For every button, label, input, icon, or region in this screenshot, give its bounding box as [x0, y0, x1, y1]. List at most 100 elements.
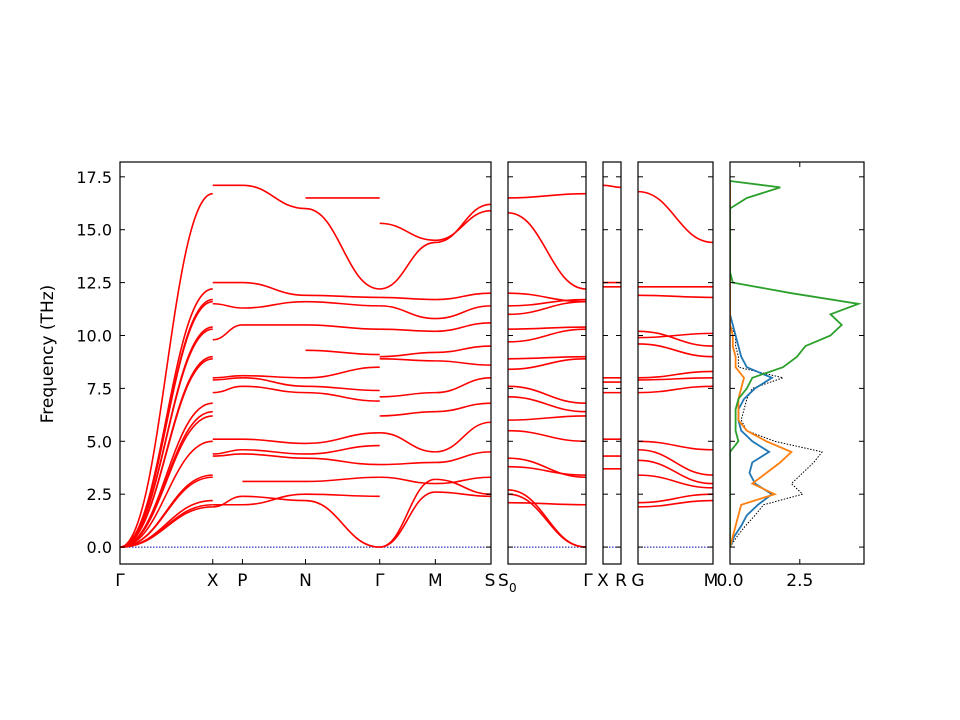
band-line	[508, 385, 586, 404]
dos-x-tick-label: 2.5	[786, 571, 813, 591]
band-line	[242, 184, 306, 210]
band-line	[242, 385, 306, 394]
band-panel-0: 0.0 2.5 5.0 7.5 10.0 12.5 15.0 17.5 Γ X P N Γ M S	[76, 161, 496, 591]
band-line	[638, 370, 713, 379]
x-tick-label: Γ	[115, 571, 125, 591]
band-line	[242, 377, 306, 388]
band-line	[212, 448, 243, 455]
y-tick-label: 15.0	[76, 221, 112, 240]
band-line	[508, 326, 586, 330]
bands	[603, 184, 621, 470]
y-tick-label: 17.5	[76, 168, 112, 187]
band-line	[508, 501, 586, 506]
band-line	[212, 374, 243, 379]
band-line	[305, 457, 380, 466]
band-line	[379, 476, 436, 485]
band-line	[379, 222, 436, 242]
band-line	[305, 391, 380, 402]
band-line	[638, 474, 713, 489]
band-line	[212, 377, 243, 381]
dos-partial-3-line	[730, 180, 862, 548]
band-line	[212, 453, 243, 457]
x-tick-label: N	[299, 571, 312, 591]
band-line	[305, 499, 380, 548]
band-line	[508, 489, 586, 548]
band-line	[379, 491, 436, 548]
band-line	[435, 305, 491, 320]
band-line	[242, 493, 306, 506]
band-line	[379, 241, 436, 290]
band-line	[120, 192, 213, 548]
band-line	[305, 444, 380, 455]
dos-total-line	[730, 181, 823, 548]
band-line	[435, 451, 491, 464]
band-line	[508, 355, 586, 360]
band-line	[120, 326, 213, 548]
x-tick-label: M	[428, 571, 443, 591]
x-tick-label: X	[597, 571, 609, 591]
band-line	[379, 432, 436, 453]
band-line	[435, 360, 491, 366]
band-line	[638, 343, 713, 358]
band-line	[435, 478, 491, 495]
band-line	[508, 396, 586, 413]
band-line	[508, 328, 586, 343]
dos-curves	[730, 180, 862, 548]
band-line	[508, 300, 586, 316]
panel-frame	[119, 161, 492, 565]
y-tick-label: 0.0	[87, 538, 112, 557]
band-line	[305, 432, 380, 445]
band-line	[435, 322, 491, 333]
y-axis-label: Frequency (THz)	[38, 285, 58, 424]
y-tick-label: 2.5	[87, 485, 112, 504]
band-line	[603, 184, 621, 189]
band-line	[638, 499, 713, 508]
band-line	[212, 495, 243, 508]
band-line	[435, 476, 491, 485]
dos-panel: 0.0 2.5	[716, 161, 865, 591]
band-line	[120, 474, 213, 548]
band-line	[305, 493, 380, 498]
band-line	[379, 357, 436, 362]
band-line	[508, 429, 586, 443]
band-line	[242, 448, 306, 455]
x-tick-label-subscript: 0	[509, 581, 517, 595]
band-line	[379, 391, 436, 398]
band-line	[305, 294, 380, 299]
y-tick-label: 10.0	[76, 326, 112, 345]
x-tick-label: Γ	[583, 571, 593, 591]
x-tick-label: S	[485, 571, 496, 591]
band-line	[508, 292, 586, 303]
band-line	[120, 402, 213, 548]
dos-partial-2-line	[730, 181, 794, 548]
band-line	[435, 421, 491, 453]
band-line	[379, 478, 436, 548]
panel-frame	[637, 161, 714, 565]
panel-frame	[507, 161, 587, 565]
band-line	[305, 366, 380, 379]
band-line	[379, 410, 436, 417]
band-line	[379, 351, 436, 358]
band-line	[435, 491, 491, 498]
band-line	[212, 385, 243, 394]
band-line	[638, 330, 713, 347]
band-line	[508, 465, 586, 476]
x-tick-label: G	[631, 571, 644, 591]
band-line	[242, 438, 306, 445]
band-line	[638, 440, 713, 451]
band-line	[508, 357, 586, 371]
band-line	[508, 457, 586, 479]
band-line	[305, 324, 380, 330]
y-tick-label: 5.0	[87, 432, 112, 451]
band-line	[242, 374, 306, 379]
band-line	[638, 190, 713, 244]
band-line	[508, 192, 586, 199]
band-line	[305, 349, 380, 356]
band-line	[508, 211, 586, 290]
band-line	[242, 281, 306, 297]
x-tick-label: X	[207, 571, 219, 591]
bands	[638, 190, 713, 508]
